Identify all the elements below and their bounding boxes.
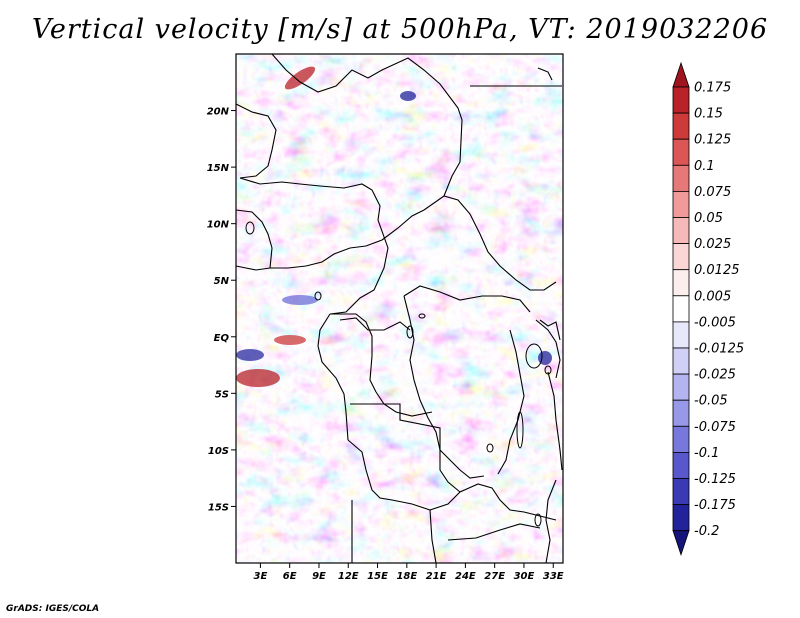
country-borders <box>236 54 563 563</box>
colorbar-bin <box>672 112 690 140</box>
colorbar-bin <box>672 190 690 218</box>
colorbar-min-arrow <box>672 530 690 556</box>
y-tick-label: 15N <box>207 163 230 174</box>
x-tick-label: 33E <box>543 571 564 582</box>
x-tick-label: 6E <box>283 571 297 582</box>
y-tick-label: 10S <box>208 446 229 457</box>
x-axis: 3E 6E 9E 12E 15E 18E 21E 24E 27E 30E 33E <box>254 563 564 582</box>
colorbar-label: 0.075 <box>694 185 731 200</box>
colorbar-label: 0.1 <box>694 159 715 174</box>
colorbar-bin <box>672 217 690 245</box>
x-tick-label: 12E <box>338 571 359 582</box>
x-tick-label: 30E <box>514 571 535 582</box>
colorbar-label: -0.1 <box>694 446 719 461</box>
colorbar-bin <box>672 373 690 401</box>
colorbar-label: 0.0125 <box>694 263 740 278</box>
colorbar-bin <box>672 451 690 479</box>
colorbar-bin <box>672 321 690 349</box>
colorbar-label: -0.175 <box>694 498 736 513</box>
colorbar-label: -0.2 <box>694 524 719 539</box>
colorbar-bin <box>672 504 690 532</box>
y-tick-label: EQ <box>214 333 230 344</box>
colorbar-bin <box>672 269 690 297</box>
colorbar-bin <box>672 138 690 166</box>
colorbar-label: -0.05 <box>694 394 728 409</box>
colorbar-bin <box>672 86 690 114</box>
colorbar-label: -0.075 <box>694 420 736 435</box>
colorbar: 0.175 0.15 0.125 0.1 0.075 0.05 0.025 0.0125 0.0… <box>672 61 744 556</box>
colorbar-bin <box>672 399 690 427</box>
velocity-field <box>236 54 563 563</box>
x-tick-label: 27E <box>484 571 505 582</box>
colorbar-bin <box>672 243 690 271</box>
y-tick-label: 5S <box>215 389 229 400</box>
x-tick-label: 18E <box>396 571 417 582</box>
colorbar-label: -0.005 <box>694 315 736 330</box>
colorbar-label: 0.025 <box>694 237 731 252</box>
colorbar-label: 0.05 <box>694 211 723 226</box>
colorbar-label: 0.15 <box>694 107 723 122</box>
x-tick-label: 15E <box>367 571 388 582</box>
colorbar-label: -0.0125 <box>694 342 744 357</box>
colorbar-bin <box>672 478 690 506</box>
software-credit: GrADS: IGES/COLA <box>6 604 100 614</box>
y-tick-label: 5N <box>214 276 230 287</box>
plot-frame <box>235 53 564 564</box>
lakes <box>245 221 552 527</box>
x-tick-label: 24E <box>455 571 476 582</box>
colorbar-bin <box>672 425 690 453</box>
y-tick-label: 20N <box>207 107 230 118</box>
colorbar-bin <box>672 164 690 192</box>
y-tick-label: 10N <box>207 220 230 231</box>
colorbar-label: -0.125 <box>694 472 736 487</box>
x-tick-label: 21E <box>426 571 447 582</box>
colorbar-label: 0.125 <box>694 133 731 148</box>
y-tick-label: 15S <box>208 502 229 513</box>
x-tick-label: 3E <box>254 571 268 582</box>
colorbar-max-arrow <box>672 61 690 88</box>
colorbar-label: -0.025 <box>694 368 736 383</box>
y-axis: 20N 15N 10N 5N EQ 5S 10S 15S <box>207 107 236 513</box>
colorbar-bin <box>672 295 690 323</box>
x-tick-label: 9E <box>312 571 326 582</box>
colorbar-label: 0.175 <box>694 81 731 96</box>
colorbar-label: 0.005 <box>694 289 731 304</box>
chart-title: Vertical velocity [m/s] at 500hPa, VT: 2… <box>31 14 769 45</box>
colorbar-bin <box>672 347 690 375</box>
